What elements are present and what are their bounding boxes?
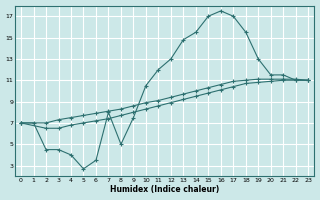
- X-axis label: Humidex (Indice chaleur): Humidex (Indice chaleur): [110, 185, 219, 194]
